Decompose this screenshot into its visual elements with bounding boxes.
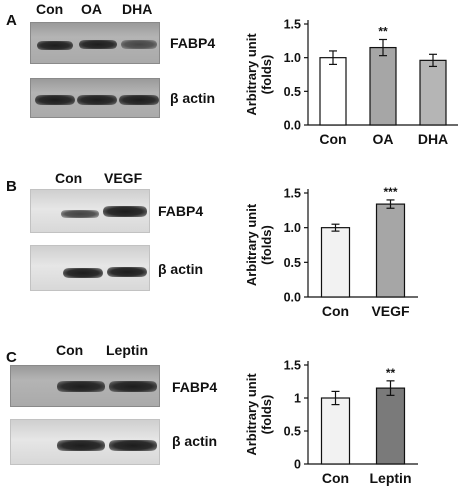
blot-band [109,440,157,451]
lane-label-oa: OA [81,1,102,17]
panel-letter: A [6,12,17,29]
lane-label-con: Con [56,342,84,358]
bar-chart-b: Arbitrary unit (folds) 0.0 0.5 1.0 1.5 Con *** V… [244,185,418,319]
panel-letter: C [6,349,17,366]
blot-band [77,95,117,105]
blot-band [107,267,147,277]
lane-label-vegf: VEGF [104,170,143,186]
blot-band [57,381,105,392]
y-axis-title: (folds) [259,55,274,95]
blot-band [103,206,147,217]
x-tick-label: Con [319,131,346,147]
band-label-fabp4: FABP4 [158,203,204,219]
panel-a: A Con OA DHA FABP4 β actin Arbitrary uni… [0,0,473,160]
y-axis-title: Arbitrary unit [244,33,259,116]
x-tick-label: Con [322,470,349,486]
x-tick-label: DHA [418,131,448,147]
y-tick-label: 0.5 [284,85,301,99]
y-tick-label: 1 [294,392,301,406]
lane-label-dha: DHA [122,1,153,17]
bar [320,227,351,298]
y-axis-title: (folds) [259,225,274,265]
band-label-actin: β actin [158,261,204,277]
actin-blot [10,419,160,465]
y-tick-label: 0.5 [284,425,301,439]
fabp4-blot [30,189,150,233]
lane-label-con: Con [36,1,64,17]
blot-band [121,40,157,49]
y-tick-label: 0.0 [284,119,301,133]
actin-blot [30,245,150,291]
blot-band [35,95,75,105]
lane-label-con: Con [55,170,83,186]
bar [375,387,406,465]
bar-chart-a: Arbitrary unit (folds) 0.0 0.5 1.0 1.5 Con ** OA… [244,18,458,147]
bar [369,46,397,126]
blot-band [109,381,157,392]
actin-blot [30,78,160,118]
fabp4-blot [30,22,160,64]
y-tick-label: 1.5 [284,187,301,201]
y-axis-title: (folds) [259,395,274,435]
lane-label-leptin: Leptin [106,342,148,358]
y-axis-title: Arbitrary unit [244,203,259,286]
x-tick-label: Con [322,303,349,319]
bar-chart-c: Arbitrary unit (folds) 0 0.5 1 1.5 Con ** Leptin [244,359,418,486]
blot-band [79,40,117,49]
significance-label: ** [386,366,396,380]
significance-label: ** [378,24,388,38]
x-tick-label: Leptin [370,470,412,486]
blot-band [63,268,103,278]
panel-letter: B [6,178,17,195]
bar [419,59,447,126]
bar [320,397,351,465]
significance-label: *** [383,185,397,199]
blot-band [119,95,159,105]
y-tick-label: 1.0 [284,51,301,65]
band-label-fabp4: FABP4 [172,379,218,395]
y-tick-label: 0.5 [284,256,301,270]
fabp4-blot [10,365,160,407]
y-tick-label: 1.5 [284,359,301,373]
y-tick-label: 0 [294,458,301,472]
panel-c: C Con Leptin FABP4 β actin Arbitrary uni… [0,335,473,500]
y-tick-label: 1.5 [284,18,301,32]
bar [375,203,406,298]
y-tick-label: 1.0 [284,221,301,235]
band-label-fabp4: FABP4 [170,35,216,51]
band-label-actin: β actin [170,90,216,106]
panel-b: B Con VEGF FABP4 β actin Arbitrary unit(… [0,165,473,335]
x-tick-label: VEGF [371,303,410,319]
blot-band [57,440,105,451]
y-axis-title: Arbitrary unit [244,373,259,456]
blot-band [61,210,99,218]
blot-band [37,41,73,50]
x-tick-label: OA [373,131,394,147]
y-tick-label: 0.0 [284,291,301,305]
band-label-actin: β actin [172,433,218,449]
bar [319,57,347,126]
